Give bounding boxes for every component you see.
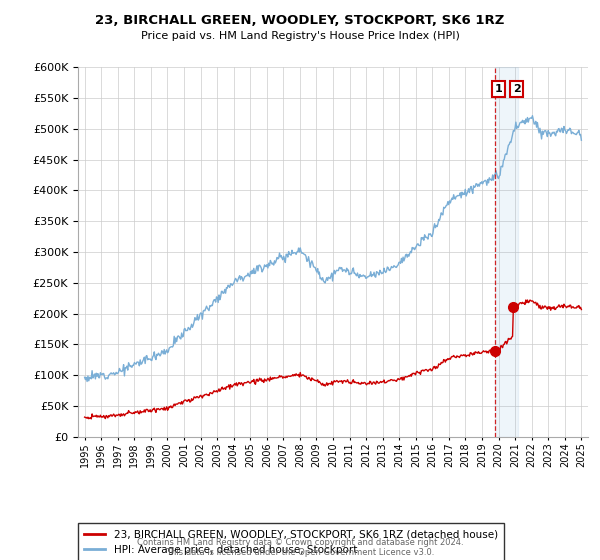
Bar bbox=[495, 67, 518, 437]
Text: Contains HM Land Registry data © Crown copyright and database right 2024.
This d: Contains HM Land Registry data © Crown c… bbox=[137, 538, 463, 557]
Text: 23, BIRCHALL GREEN, WOODLEY, STOCKPORT, SK6 1RZ: 23, BIRCHALL GREEN, WOODLEY, STOCKPORT, … bbox=[95, 14, 505, 27]
Text: 1: 1 bbox=[495, 84, 502, 94]
Text: 2: 2 bbox=[513, 84, 521, 94]
Legend: 23, BIRCHALL GREEN, WOODLEY, STOCKPORT, SK6 1RZ (detached house), HPI: Average p: 23, BIRCHALL GREEN, WOODLEY, STOCKPORT, … bbox=[78, 524, 504, 560]
Text: Price paid vs. HM Land Registry's House Price Index (HPI): Price paid vs. HM Land Registry's House … bbox=[140, 31, 460, 41]
